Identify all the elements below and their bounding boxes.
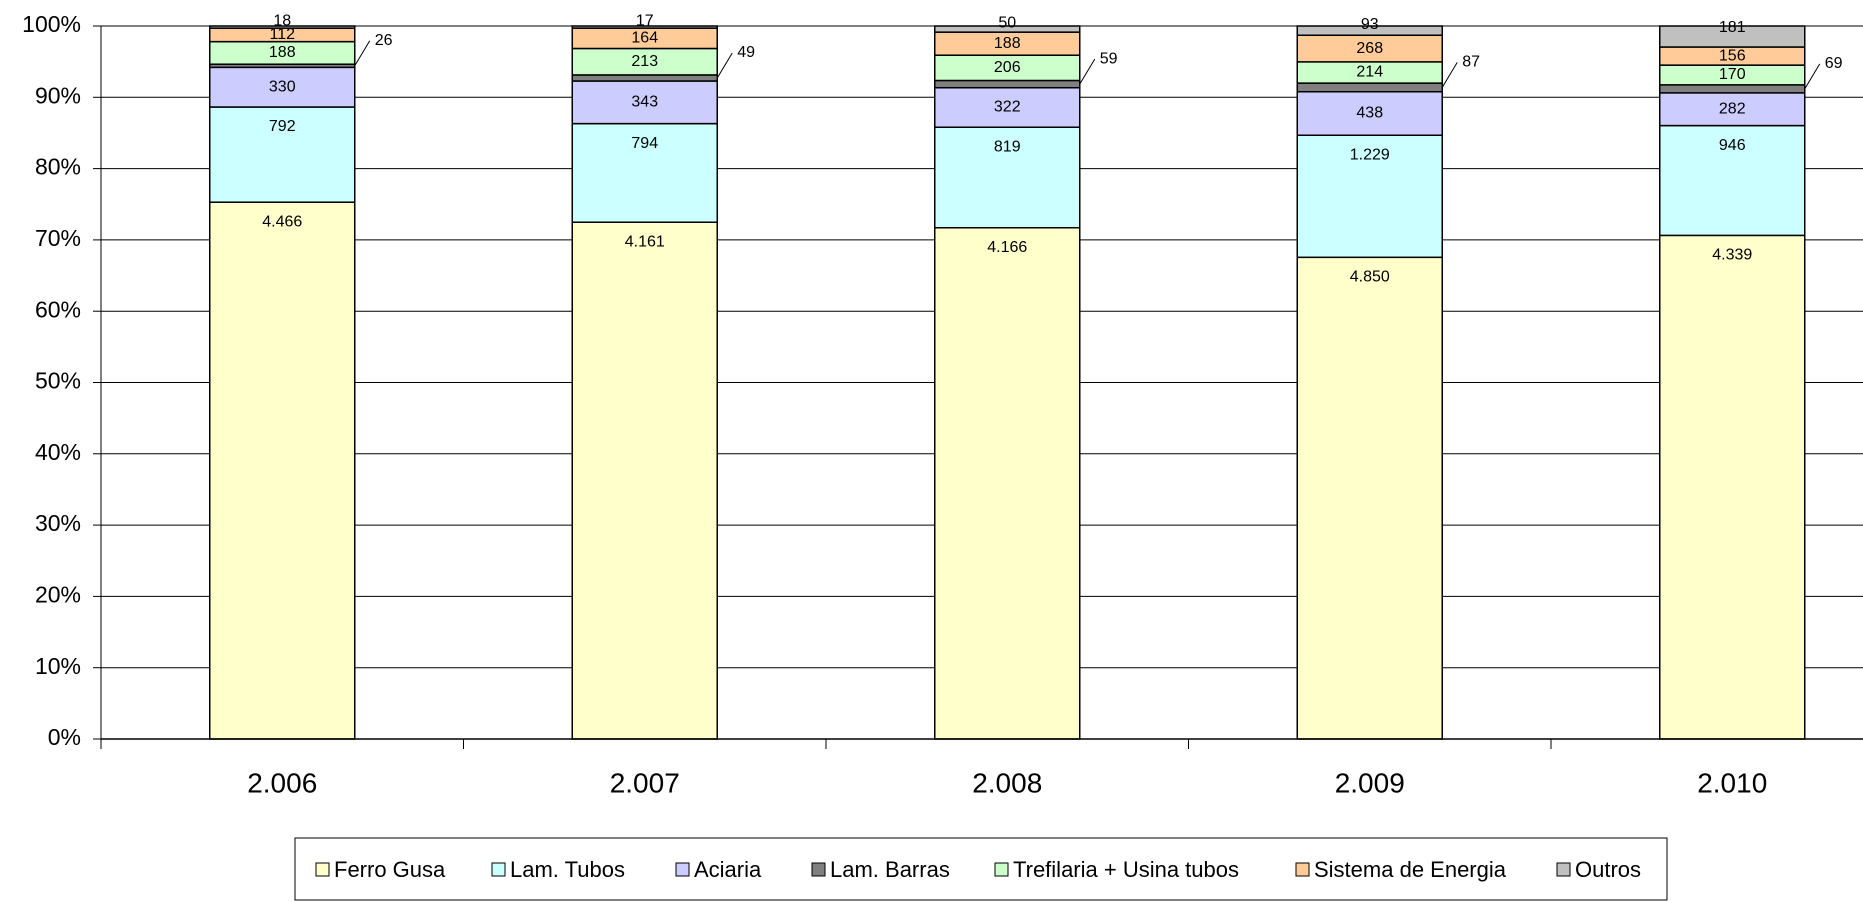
data-label: 112 (269, 26, 295, 43)
legend-swatch (994, 862, 1009, 877)
x-tick-label: 2.010 (1697, 767, 1767, 798)
data-label: 322 (994, 99, 1021, 116)
bar-segment (571, 221, 718, 740)
data-label: 4.166 (987, 239, 1027, 256)
legend-swatch (315, 862, 330, 877)
y-tick-label: 60% (35, 296, 81, 322)
data-label: 268 (1356, 40, 1383, 57)
bar-segment (1659, 234, 1806, 740)
legend-label: Sistema de Energia (1314, 857, 1507, 882)
legend-swatch (675, 862, 690, 877)
x-tick-label: 2.008 (972, 767, 1042, 798)
legend-label: Trefilaria + Usina tubos (1013, 857, 1239, 882)
bar-segment (571, 47, 718, 76)
data-label: 4.850 (1350, 269, 1390, 286)
y-tick-label: 100% (22, 11, 81, 37)
bar-segment (1296, 82, 1443, 93)
y-tick-label: 30% (35, 510, 81, 536)
data-label: 4.466 (262, 213, 302, 230)
legend-swatch (811, 862, 826, 877)
bar-segment (571, 25, 718, 29)
data-label: 18 (273, 12, 291, 29)
data-label: 4.161 (625, 233, 665, 250)
bar-segment (1296, 25, 1443, 36)
data-label: 50 (998, 14, 1016, 31)
y-tick-label: 70% (35, 225, 81, 251)
data-label: 164 (631, 30, 658, 47)
data-label: 69 (1825, 55, 1843, 72)
data-label: 794 (631, 135, 658, 152)
leader-line (1804, 63, 1821, 90)
legend-label: Lam. Barras (830, 857, 950, 882)
bar-segment (934, 86, 1081, 128)
leader-line (716, 52, 733, 79)
y-tick-label: 0% (48, 724, 81, 750)
x-tick-label: 2.007 (610, 767, 680, 798)
y-tick-label: 40% (35, 439, 81, 465)
legend-label: Aciaria (694, 857, 762, 882)
bar-segment (571, 74, 718, 82)
bar-segment (209, 106, 356, 203)
x-tick-label: 2.006 (247, 767, 317, 798)
legend-swatch (1556, 862, 1571, 877)
bar-segment (571, 80, 718, 125)
bar-segment (1659, 84, 1806, 94)
bar-segment (209, 201, 356, 740)
data-label: 1.229 (1350, 146, 1390, 163)
bar-segment (209, 25, 356, 29)
data-label: 181 (1719, 19, 1746, 36)
bar-segment (934, 25, 1081, 33)
data-label: 343 (631, 94, 658, 111)
data-label: 49 (737, 44, 755, 61)
bar-segment (934, 54, 1081, 82)
y-tick-label: 50% (35, 368, 81, 394)
legend: Ferro Gusa Lam. Tubos Aciaria Lam. Barras Tr… (294, 837, 1668, 901)
legend-swatch (1295, 862, 1310, 877)
data-label: 87 (1462, 54, 1480, 71)
data-label: 792 (269, 118, 296, 135)
data-label: 93 (1361, 16, 1379, 33)
data-label: 438 (1356, 105, 1383, 122)
leader-line (354, 40, 371, 67)
bar-segment (1659, 25, 1806, 48)
x-tick-label: 2.009 (1335, 767, 1405, 798)
y-tick-label: 80% (35, 154, 81, 180)
data-label: 4.339 (1712, 247, 1752, 264)
data-label: 170 (1719, 66, 1746, 83)
bar-segment (1296, 34, 1443, 63)
legend-box (294, 837, 1668, 901)
data-label: 206 (994, 59, 1021, 76)
bar-segment (1296, 256, 1443, 740)
data-label: 188 (269, 44, 296, 61)
data-label: 26 (375, 32, 393, 49)
bar-segment (934, 227, 1081, 740)
data-label: 59 (1100, 50, 1118, 67)
leader-line (1079, 58, 1096, 85)
data-label: 282 (1719, 100, 1746, 117)
data-label: 214 (1356, 64, 1383, 81)
y-tick-label: 10% (35, 653, 81, 679)
bar-segment (1296, 134, 1443, 259)
legend-label: Lam. Tubos (510, 857, 625, 882)
data-label: 17 (636, 12, 654, 29)
bar-segment (934, 126, 1081, 229)
y-tick-label: 20% (35, 581, 81, 607)
data-label: 330 (269, 78, 296, 95)
bar-segment (571, 122, 718, 223)
bar-segment (209, 66, 356, 108)
legend-swatch (491, 862, 506, 877)
bar-segment (934, 79, 1081, 89)
data-label: 156 (1719, 47, 1746, 64)
y-tick-label: 90% (35, 82, 81, 108)
data-label: 188 (994, 35, 1021, 52)
data-label: 946 (1719, 137, 1746, 154)
data-label: 213 (631, 53, 658, 70)
data-label: 819 (994, 138, 1021, 155)
bar-segment (1296, 90, 1443, 136)
legend-label: Outros (1575, 857, 1641, 882)
legend-label: Ferro Gusa (334, 857, 446, 882)
leader-line (1441, 62, 1458, 88)
